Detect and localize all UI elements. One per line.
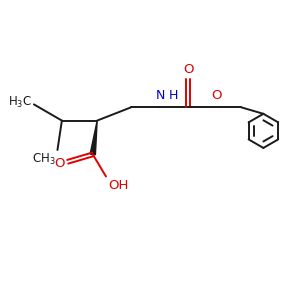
Text: O: O (211, 89, 222, 102)
Text: N: N (156, 89, 165, 102)
Text: H: H (169, 89, 178, 102)
Text: OH: OH (108, 179, 129, 192)
Text: H$_3$C: H$_3$C (8, 95, 32, 110)
Text: CH$_3$: CH$_3$ (32, 152, 56, 166)
Text: O: O (183, 63, 194, 76)
Polygon shape (90, 121, 97, 155)
Text: O: O (54, 157, 65, 170)
